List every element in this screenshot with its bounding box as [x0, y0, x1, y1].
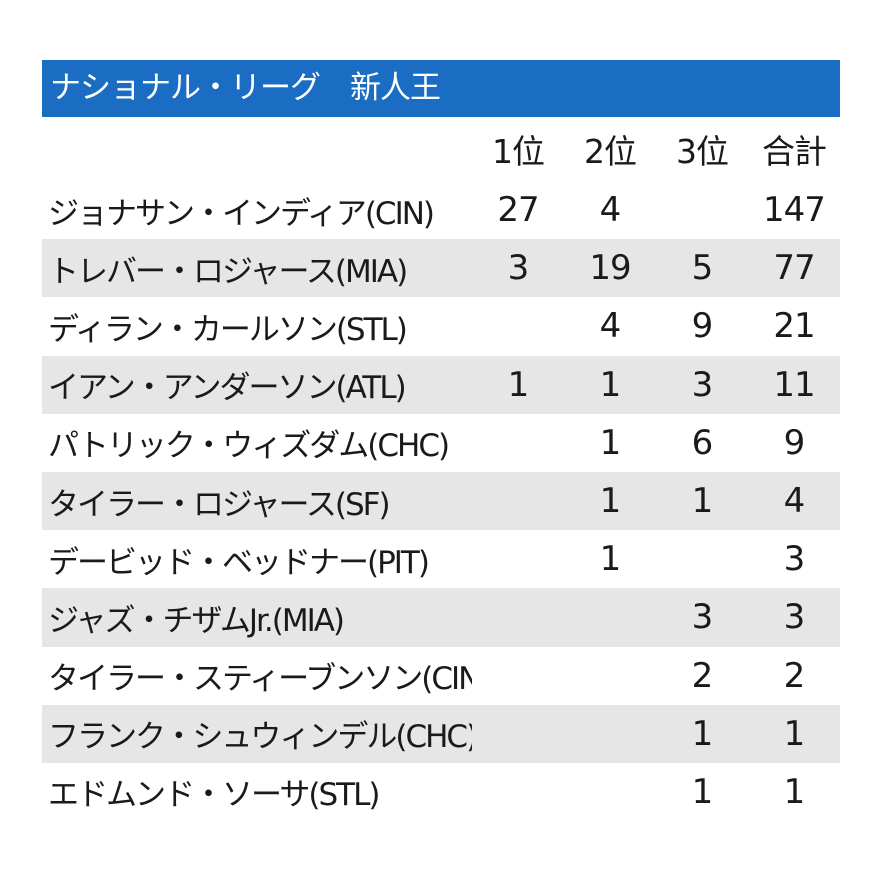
first-place-votes — [472, 471, 564, 531]
first-place-votes — [472, 588, 564, 647]
first-place-votes: 1 — [472, 355, 564, 414]
first-place-votes — [472, 646, 564, 705]
third-place-votes: 3 — [656, 355, 748, 414]
player-name: パトリック・ウィズダム(CHC) — [42, 413, 472, 472]
table-row: デービッド・ベッドナー(PIT) 1 3 — [42, 530, 840, 589]
total-points: 11 — [748, 355, 840, 414]
third-place-votes: 2 — [656, 646, 748, 705]
third-place-votes: 1 — [656, 471, 748, 531]
player-name: エドムンド・ソーサ(STL) — [42, 762, 472, 822]
player-name: フランク・シュウィンデル(CHC) — [42, 704, 472, 763]
header-second-place: 2位 — [564, 117, 656, 181]
table-row: ディラン・カールソン(STL) 4 9 21 — [42, 297, 840, 356]
third-place-votes: 9 — [656, 297, 748, 356]
first-place-votes — [472, 762, 564, 822]
total-points: 4 — [748, 471, 840, 531]
second-place-votes: 19 — [564, 239, 656, 298]
total-points: 2 — [748, 646, 840, 705]
table-row: フランク・シュウィンデル(CHC) 1 1 — [42, 704, 840, 763]
player-name: ジャズ・チザムJr.(MIA) — [42, 588, 472, 647]
table-row: イアン・アンダーソン(ATL) 1 1 3 11 — [42, 355, 840, 414]
second-place-votes: 1 — [564, 471, 656, 531]
player-name: イアン・アンダーソン(ATL) — [42, 355, 472, 414]
header-name-cell — [42, 117, 472, 181]
player-name: ディラン・カールソン(STL) — [42, 297, 472, 356]
second-place-votes: 1 — [564, 530, 656, 589]
third-place-votes: 6 — [656, 413, 748, 472]
table-row: タイラー・スティーブンソン(CIN) 2 2 — [42, 646, 840, 705]
total-points: 9 — [748, 413, 840, 472]
total-points: 21 — [748, 297, 840, 356]
table-title: ナショナル・リーグ 新人王 — [42, 60, 840, 117]
player-name: タイラー・ロジャース(SF) — [42, 471, 472, 531]
third-place-votes: 3 — [656, 588, 748, 647]
header-total: 合計 — [748, 117, 840, 181]
table-row: ジャズ・チザムJr.(MIA) 3 3 — [42, 588, 840, 647]
player-name: ジョナサン・インディア(CIN) — [42, 181, 472, 240]
player-name: タイラー・スティーブンソン(CIN) — [42, 646, 472, 705]
total-points: 1 — [748, 704, 840, 763]
first-place-votes: 27 — [472, 181, 564, 240]
first-place-votes — [472, 297, 564, 356]
total-points: 3 — [748, 530, 840, 589]
header-third-place: 3位 — [656, 117, 748, 181]
second-place-votes: 1 — [564, 413, 656, 472]
first-place-votes — [472, 530, 564, 589]
voting-table: 1位 2位 3位 合計 ジョナサン・インディア(CIN) 27 4 147 トレ… — [42, 117, 840, 822]
header-first-place: 1位 — [472, 117, 564, 181]
second-place-votes: 4 — [564, 181, 656, 240]
third-place-votes: 5 — [656, 239, 748, 298]
table-row: エドムンド・ソーサ(STL) 1 1 — [42, 762, 840, 822]
table-row: トレバー・ロジャース(MIA) 3 19 5 77 — [42, 239, 840, 298]
third-place-votes — [656, 530, 748, 589]
player-name: デービッド・ベッドナー(PIT) — [42, 530, 472, 589]
table-row: パトリック・ウィズダム(CHC) 1 6 9 — [42, 413, 840, 472]
total-points: 147 — [748, 181, 840, 240]
second-place-votes: 1 — [564, 355, 656, 414]
second-place-votes — [564, 704, 656, 763]
second-place-votes: 4 — [564, 297, 656, 356]
third-place-votes: 1 — [656, 704, 748, 763]
player-name: トレバー・ロジャース(MIA) — [42, 239, 472, 298]
first-place-votes: 3 — [472, 239, 564, 298]
table-row: タイラー・ロジャース(SF) 1 1 4 — [42, 471, 840, 531]
total-points: 3 — [748, 588, 840, 647]
third-place-votes: 1 — [656, 762, 748, 822]
first-place-votes — [472, 704, 564, 763]
second-place-votes — [564, 588, 656, 647]
total-points: 77 — [748, 239, 840, 298]
second-place-votes — [564, 646, 656, 705]
third-place-votes — [656, 181, 748, 240]
first-place-votes — [472, 413, 564, 472]
table-row: ジョナサン・インディア(CIN) 27 4 147 — [42, 181, 840, 240]
total-points: 1 — [748, 762, 840, 822]
second-place-votes — [564, 762, 656, 822]
header-row: 1位 2位 3位 合計 — [42, 117, 840, 181]
voting-results-panel: ナショナル・リーグ 新人王 1位 2位 3位 合計 ジョナサン・インディア(CI… — [42, 60, 840, 822]
